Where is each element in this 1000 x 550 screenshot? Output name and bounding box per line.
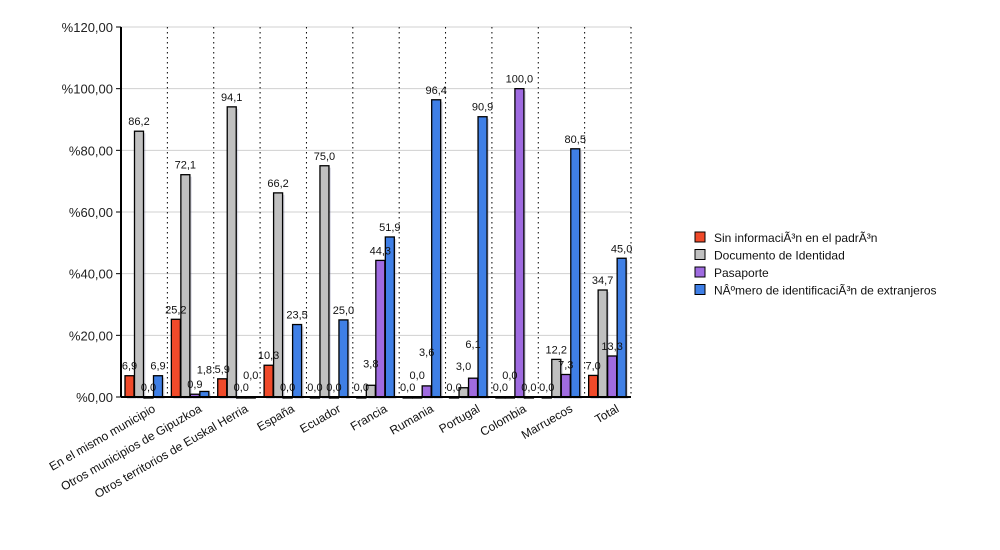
- bar: [606, 355, 618, 398]
- data-label: 66,2: [267, 178, 288, 190]
- y-tick-label: %120,00: [62, 20, 113, 35]
- data-label: 0,0: [521, 382, 536, 394]
- bar: [421, 385, 432, 398]
- data-label: 0,9: [187, 379, 202, 391]
- legend-label: Documento de Identidad: [714, 249, 845, 263]
- data-label: 0,0: [280, 382, 295, 394]
- legend-swatch: [694, 249, 706, 260]
- x-tick-label: Ecuador: [297, 401, 343, 435]
- bar: [477, 116, 488, 398]
- data-label: 10,3: [258, 350, 279, 362]
- x-tick-label: España: [255, 401, 298, 434]
- data-label: 0,0: [326, 382, 341, 394]
- data-label: 7,3: [558, 359, 573, 371]
- data-label: 23,5: [286, 310, 307, 322]
- data-label: 75,0: [314, 151, 335, 163]
- bar: [180, 174, 191, 398]
- data-label: 0,0: [243, 370, 258, 382]
- data-label: 34,7: [592, 275, 613, 287]
- legend-swatch: [694, 266, 706, 278]
- bar: [217, 378, 228, 398]
- legend-label: Sin informaciÃ³n en el padrÃ³n: [714, 231, 877, 245]
- data-label: 0,0: [446, 382, 461, 394]
- bar: [587, 374, 599, 398]
- legend-label: NÂºmero de identificaciÃ³n de extranjero…: [714, 283, 937, 298]
- data-label: 7,0: [585, 360, 600, 372]
- y-tick-label: %0,00: [76, 390, 113, 405]
- data-label: 0,0: [493, 382, 508, 394]
- data-label: 44,3: [370, 245, 391, 257]
- bar: [616, 257, 627, 398]
- data-label: 0,0: [141, 382, 156, 394]
- data-label: 0,0: [502, 370, 517, 382]
- data-label: 3,8: [363, 358, 378, 370]
- data-label: 12,2: [546, 344, 567, 356]
- y-tick-label: %80,00: [69, 143, 113, 158]
- data-label: 6,9: [122, 361, 137, 373]
- y-tick-label: %40,00: [69, 267, 113, 282]
- data-label: 90,9: [472, 102, 493, 114]
- data-label: 3,6: [419, 347, 434, 359]
- x-tick-label: Francia: [348, 401, 390, 433]
- bar: [467, 377, 479, 398]
- data-label: 0,0: [410, 370, 425, 382]
- x-tick-label: Marruecos: [519, 401, 575, 441]
- x-tick-label: Total: [592, 401, 621, 426]
- data-label: 100,0: [506, 74, 534, 86]
- data-label: 0,0: [400, 382, 415, 394]
- data-label: 94,1: [221, 92, 242, 104]
- y-tick-label: %100,00: [62, 82, 113, 97]
- data-label: 1,8: [197, 364, 212, 376]
- legend-swatch: [694, 231, 706, 243]
- data-label: 0,0: [354, 382, 369, 394]
- y-tick-label: %20,00: [69, 328, 113, 343]
- legend-label: Pasaporte: [714, 266, 769, 280]
- bar: [124, 375, 135, 398]
- x-tick-label: Rumania: [387, 401, 436, 437]
- bar: [375, 259, 386, 398]
- data-label: 6,9: [150, 361, 165, 373]
- bar: [170, 318, 182, 398]
- data-label: 72,1: [175, 160, 196, 172]
- data-label: 86,2: [128, 116, 149, 128]
- data-label: 3,0: [456, 361, 471, 373]
- data-label: 25,2: [165, 304, 186, 316]
- data-label: 96,4: [425, 85, 446, 97]
- bar: [263, 364, 274, 398]
- data-label: 5,9: [215, 364, 230, 376]
- y-tick-label: %60,00: [69, 205, 113, 220]
- data-label: 0,0: [234, 382, 249, 394]
- data-label: 51,9: [379, 222, 400, 234]
- data-label: 0,0: [539, 382, 554, 394]
- legend-swatch: [694, 284, 706, 295]
- data-label: 25,0: [333, 305, 354, 317]
- data-label: 80,5: [565, 134, 586, 146]
- bar: [319, 165, 330, 398]
- bar: [226, 106, 237, 398]
- data-label: 45,0: [611, 243, 632, 255]
- data-label: 13,3: [601, 341, 622, 353]
- bar: [514, 88, 525, 398]
- bar: [272, 192, 284, 398]
- data-label: 0,0: [307, 382, 322, 394]
- bar: [133, 130, 145, 398]
- x-tick-label: Portugal: [437, 401, 483, 435]
- bar: [560, 373, 571, 398]
- data-label: 6,1: [465, 339, 480, 351]
- bar: [384, 236, 395, 398]
